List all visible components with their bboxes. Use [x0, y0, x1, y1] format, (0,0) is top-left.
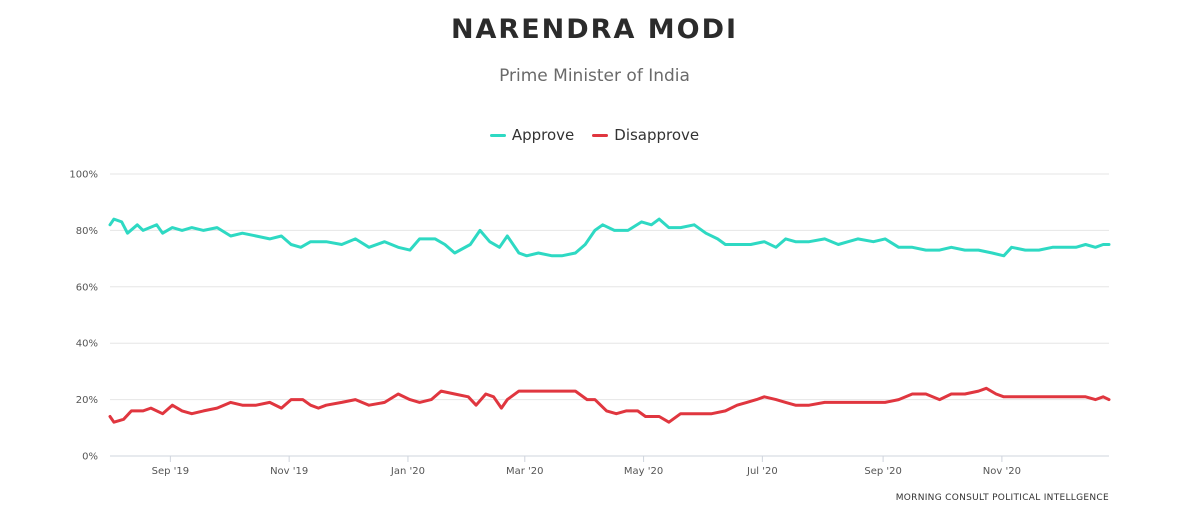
x-tick-label: Nov '19: [270, 466, 308, 477]
legend-label-disapprove: Disapprove: [614, 126, 700, 144]
x-tick-label: Jan '20: [390, 466, 425, 477]
x-tick-label: Mar '20: [506, 466, 544, 477]
y-tick-label: 20%: [76, 395, 98, 406]
x-tick-label: May '20: [624, 466, 663, 477]
legend-item-approve[interactable]: Approve: [489, 126, 575, 144]
legend-label-approve: Approve: [511, 126, 575, 144]
legend-swatch-approve: [489, 133, 506, 137]
y-tick-label: 40%: [76, 339, 98, 350]
x-tick-label: Sep '19: [152, 466, 190, 477]
legend-swatch-disapprove: [592, 133, 609, 137]
x-tick-label: Sep '20: [864, 466, 902, 477]
x-tick-label: Jul '20: [746, 466, 778, 477]
y-tick-label: 60%: [76, 282, 98, 293]
series-line-disapprove: [108, 386, 1111, 424]
source-credit: MORNING CONSULT POLITICAL INTELLGENCE: [895, 493, 1109, 503]
chart-legend: Approve Disapprove: [0, 126, 1189, 144]
y-tick-label: 100%: [69, 170, 98, 181]
legend-item-disapprove[interactable]: Disapprove: [592, 126, 699, 144]
chart-subtitle: Prime Minister of India: [499, 66, 690, 86]
chart-title: NARENDRA MODI: [450, 14, 739, 45]
x-tick-label: Nov '20: [983, 466, 1021, 477]
y-tick-label: 80%: [76, 226, 98, 237]
y-tick-label: 0%: [82, 452, 98, 463]
series-line-approve: [108, 217, 1111, 258]
